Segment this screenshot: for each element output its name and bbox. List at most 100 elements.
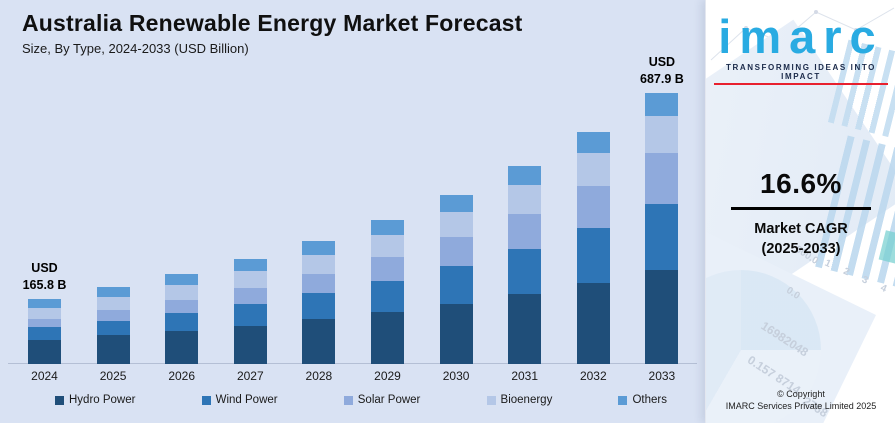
legend-item-others: Others: [618, 394, 667, 406]
legend-label: Hydro Power: [69, 394, 136, 406]
value-label-2033: USD 687.9 B: [640, 55, 684, 86]
bar-segment-hydro-power: [233, 325, 267, 364]
bar-2031: [508, 166, 542, 364]
bar-2029: [371, 219, 404, 365]
x-tick-2029: 2029: [374, 369, 401, 383]
x-tick-2027: 2027: [236, 369, 264, 383]
cagr-label-line2: (2025-2033): [761, 241, 841, 257]
bar-segment-hydro-power: [576, 283, 610, 364]
bar-segment-bioenergy: [96, 297, 130, 311]
bar-segment-wind-power: [439, 266, 473, 305]
legend-swatch: [55, 395, 64, 405]
bar-segment-wind-power: [165, 313, 199, 331]
copyright-line1: © Copyright: [777, 389, 825, 399]
bar-segment-others: [645, 93, 679, 117]
copyright-line2: IMARC Services Private Limited 2025: [725, 401, 877, 411]
bar-segment-wind-power: [508, 248, 542, 295]
bar-2027: [233, 258, 267, 364]
watermark-number: 1 2 3 4: [823, 257, 895, 298]
bar-segment-bioenergy: [233, 271, 267, 288]
imarc-logo: imarc TRANSFORMING IDEAS INTO IMPACT: [706, 0, 895, 82]
cagr-block: 16.6% Market CAGR (2025-2033): [706, 168, 895, 259]
legend-item-solar-power: Solar Power: [343, 394, 421, 406]
x-axis-line: [8, 363, 697, 364]
bar-segment-hydro-power: [28, 339, 61, 365]
bar-segment-hydro-power: [302, 319, 336, 364]
chart-section: Australia Renewable Energy Market Foreca…: [0, 0, 705, 423]
bar-segment-wind-power: [96, 320, 130, 336]
value-label-2024: USD 165.8 B: [22, 260, 67, 292]
x-tick-2028: 2028: [305, 369, 333, 383]
chart-title: Australia Renewable Energy Market Foreca…: [22, 10, 523, 36]
brand-red-divider: [714, 83, 888, 85]
bar-segment-bioenergy: [28, 307, 61, 319]
x-tick-2033: 2033: [648, 369, 676, 383]
bar-segment-solar-power: [508, 213, 542, 249]
cagr-label-line1: Market CAGR: [754, 221, 848, 237]
stacked-bar-chart: 2024 2025 2026 2027 2028 2029 2030 2031 2032 2033…: [8, 55, 697, 383]
bar-segment-others: [233, 258, 267, 272]
bar-segment-solar-power: [302, 273, 336, 294]
bar-segment-wind-power: [576, 228, 610, 284]
chart-legend: Hydro Power Wind Power Solar Power Bioenerg…: [55, 394, 667, 406]
bar-segment-wind-power: [645, 204, 679, 271]
bar-2033: [645, 93, 679, 364]
bar-2032: [576, 132, 610, 364]
watermark-number: 0.0: [784, 285, 802, 302]
bar-2028: [302, 240, 336, 364]
bar-segment-others: [576, 132, 610, 154]
x-tick-2025: 2025: [99, 369, 127, 383]
bar-segment-solar-power: [645, 152, 679, 205]
imarc-logo-text: imarc: [718, 10, 884, 63]
bar-segment-solar-power: [576, 185, 610, 229]
bar-segment-bioenergy: [165, 285, 199, 300]
x-tick-2030: 2030: [442, 369, 470, 383]
legend-item-wind-power: Wind Power: [201, 394, 278, 406]
bar-segment-bioenergy: [508, 185, 542, 214]
bar-segment-hydro-power: [645, 270, 679, 364]
bar-segment-others: [371, 219, 404, 236]
legend-label: Wind Power: [215, 394, 278, 406]
bar-segment-wind-power: [371, 280, 404, 313]
bar-segment-others: [96, 287, 130, 298]
bar-2025: [96, 287, 130, 364]
bar-segment-wind-power: [233, 304, 267, 326]
cagr-divider-line: [731, 207, 871, 210]
legend-item-hydro-power: Hydro Power: [55, 394, 135, 406]
bar-segment-bioenergy: [645, 116, 679, 153]
cagr-value: 16.6%: [760, 168, 842, 199]
bar-2026: [165, 274, 199, 364]
legend-swatch: [201, 395, 211, 405]
bar-segment-hydro-power: [508, 294, 542, 364]
bar-segment-hydro-power: [96, 335, 130, 364]
legend-label: Others: [632, 394, 667, 406]
bar-segment-bioenergy: [576, 153, 610, 186]
legend-swatch: [343, 395, 353, 405]
imarc-logo-tagline: TRANSFORMING IDEAS INTO IMPACT: [726, 63, 876, 81]
x-tick-2026: 2026: [168, 369, 196, 383]
legend-label: Solar Power: [357, 394, 421, 406]
bar-segment-others: [508, 166, 542, 186]
bar-2024: [28, 298, 61, 365]
bar-segment-hydro-power: [439, 304, 473, 364]
bar-segment-others: [28, 298, 61, 308]
x-tick-2024: 2024: [31, 369, 58, 383]
bar-segment-bioenergy: [439, 212, 473, 238]
brand-panel: 500.0 0.0 1 2 3 4 16982048 0.157 8714 2768 im…: [705, 0, 895, 423]
x-tick-2031: 2031: [511, 369, 539, 383]
bar-segment-hydro-power: [371, 312, 404, 365]
bar-segment-others: [165, 274, 199, 286]
legend-label: Bioenergy: [500, 394, 553, 406]
copyright: © Copyright IMARC Services Private Limit…: [706, 388, 895, 412]
bar-segment-solar-power: [233, 288, 267, 305]
chart-subtitle: Size, By Type, 2024-2033 (USD Billion): [22, 41, 249, 56]
watermark-number: 16982048: [758, 318, 811, 360]
x-tick-2032: 2032: [579, 369, 607, 383]
legend-swatch: [618, 395, 628, 405]
bar-segment-hydro-power: [165, 330, 199, 364]
bar-segment-bioenergy: [302, 254, 336, 274]
legend-item-bioenergy: Bioenergy: [486, 394, 553, 406]
bar-segment-solar-power: [165, 299, 199, 314]
bar-segment-solar-power: [439, 237, 473, 267]
